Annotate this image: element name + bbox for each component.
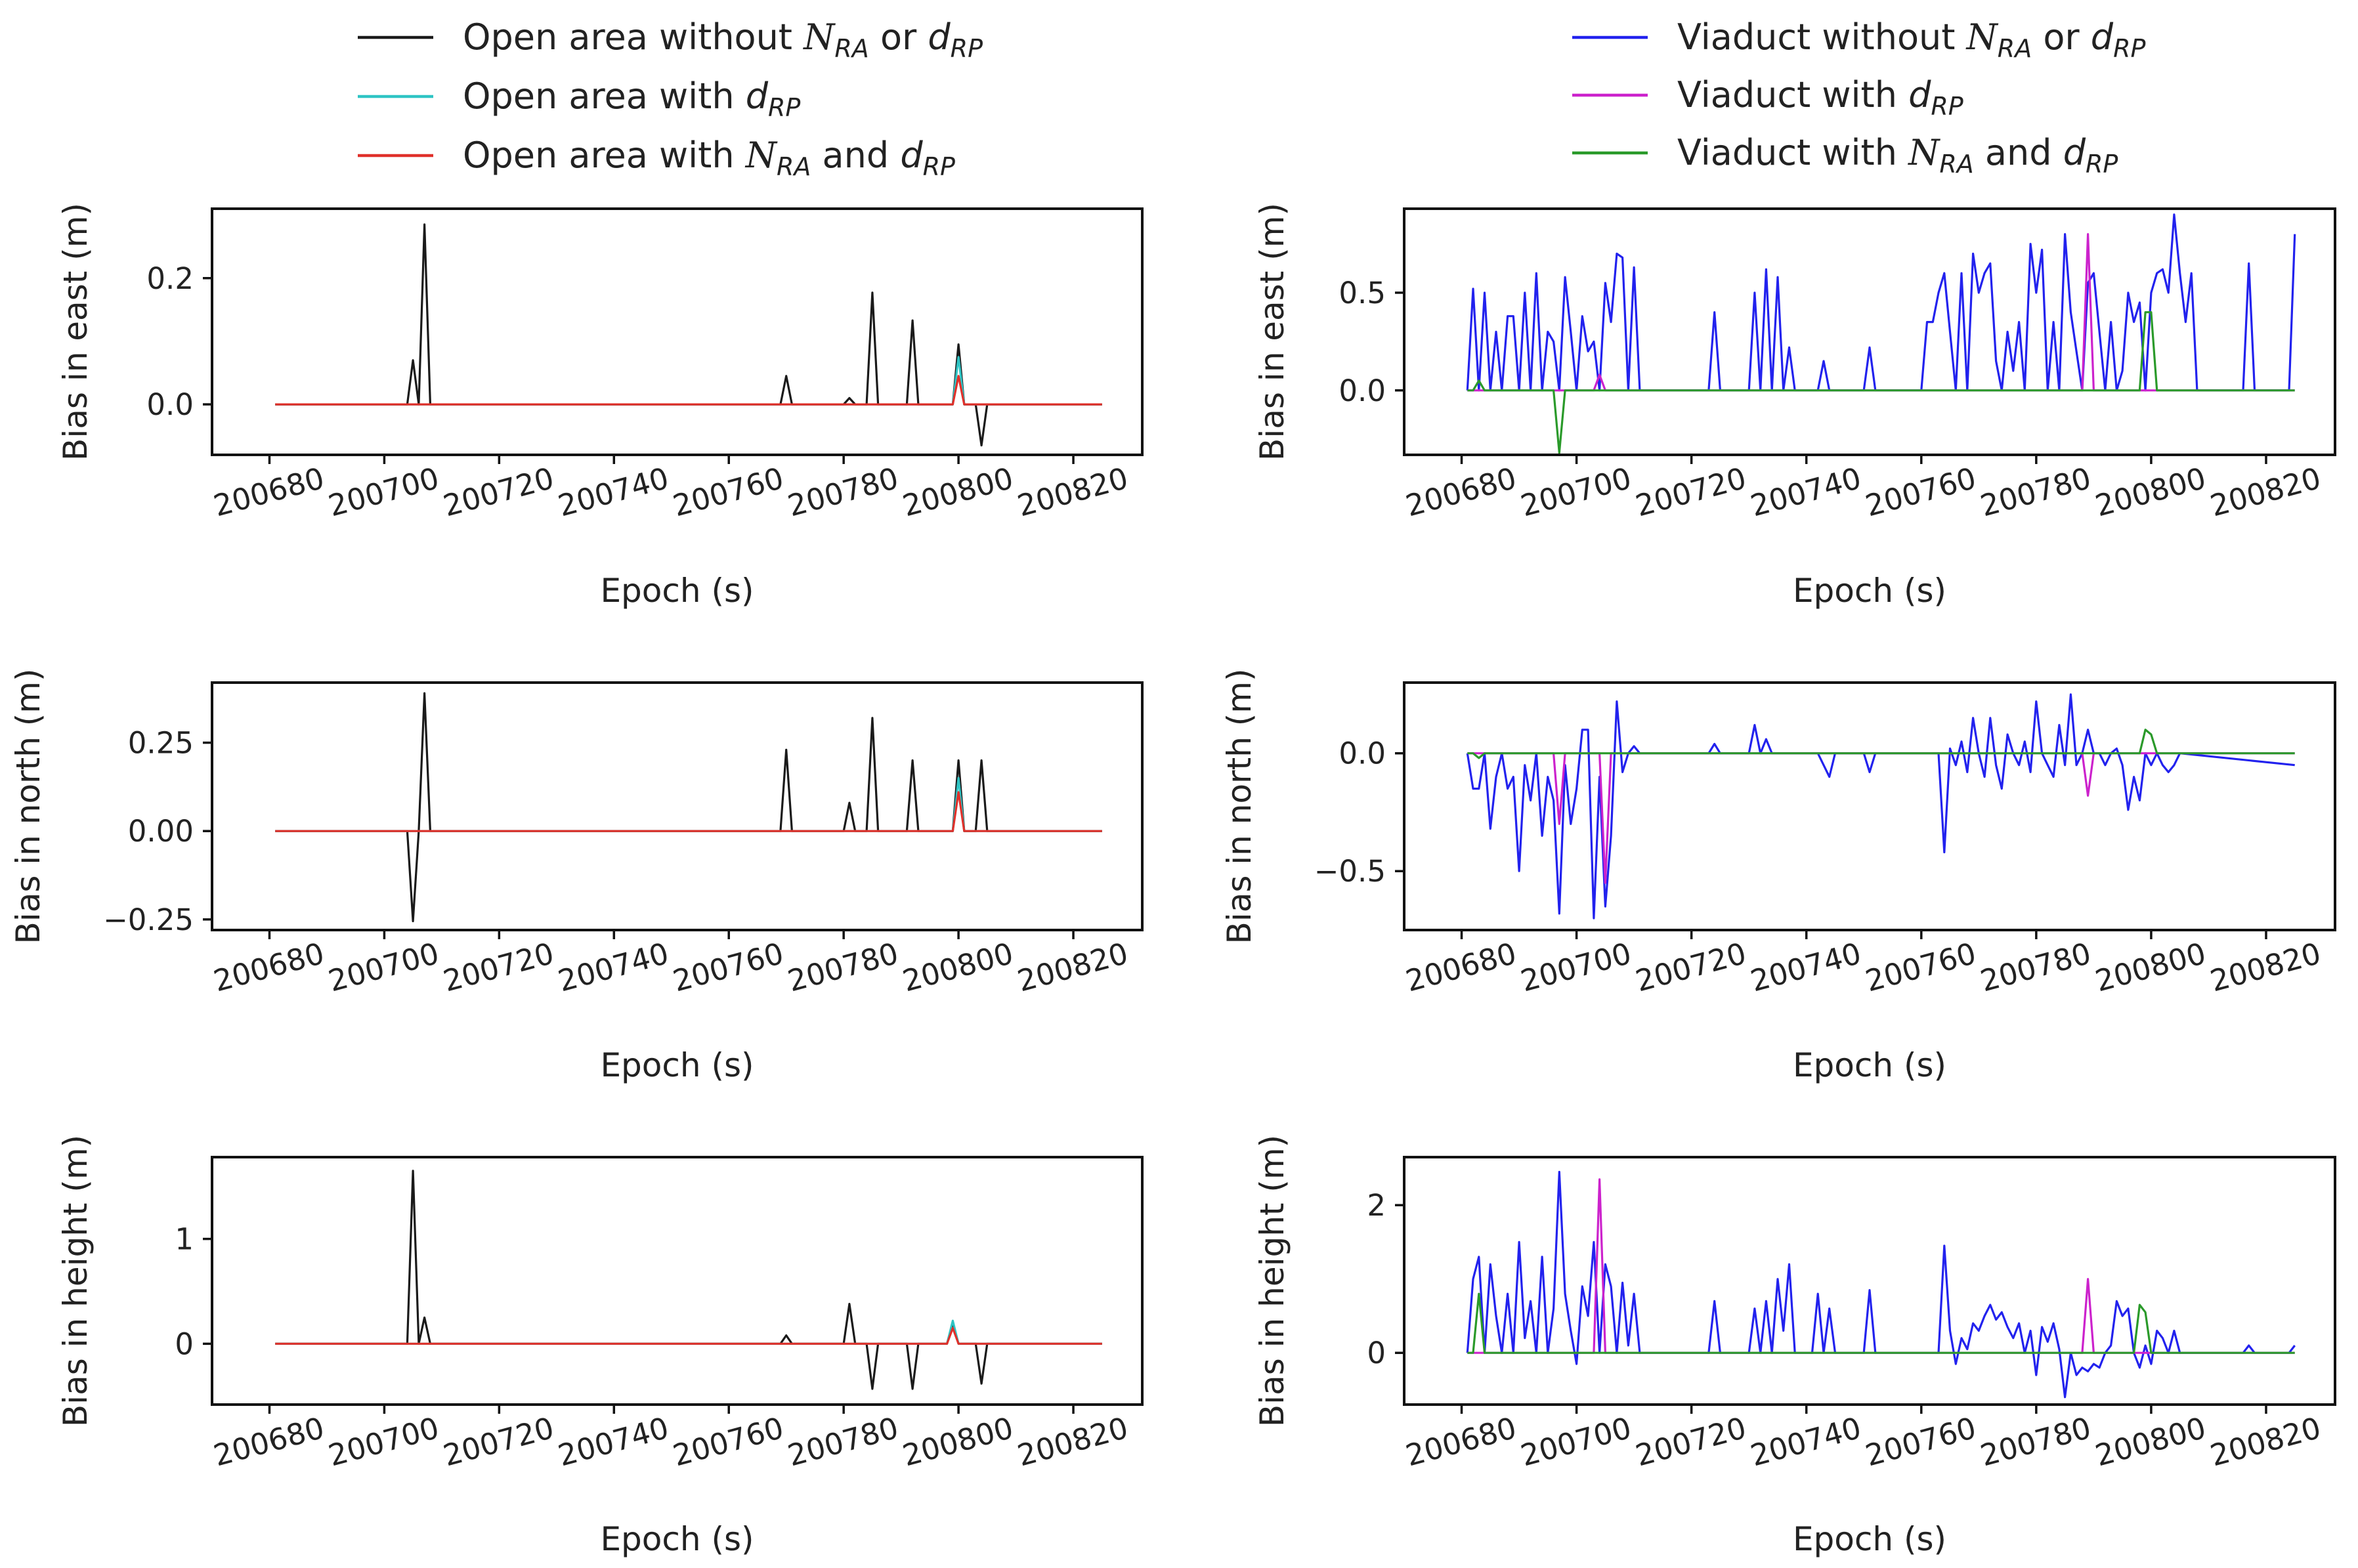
series-line-viaduct_with_both	[1467, 729, 2295, 759]
legend-item-viaduct_with_both: Viaduct with NRA and dRP	[1572, 132, 2118, 179]
y-tick-label: 0	[1367, 1336, 1386, 1370]
x-axis-title: Epoch (s)	[600, 1046, 754, 1084]
plot-frame	[1403, 681, 2336, 931]
series-line-viaduct_without	[1466, 693, 2295, 920]
series-line-viaduct_with_both	[1467, 1292, 2295, 1354]
series-group	[275, 692, 1102, 923]
y-tick-label: 0.0	[1339, 373, 1386, 408]
plot-frame	[1403, 1156, 2336, 1406]
y-axis-title: Bias in north (m)	[9, 669, 47, 944]
series-group	[275, 223, 1102, 447]
series-group	[275, 1170, 1102, 1390]
y-tick-label: 0.0	[146, 387, 194, 422]
x-axis-title: Epoch (s)	[600, 572, 754, 610]
series-line-open_with_both	[275, 791, 1102, 832]
legend-item-open_with_both: Open area with NRA and dRP	[358, 135, 955, 181]
y-axis-title: Bias in east (m)	[1253, 203, 1291, 461]
legend-right: Viaduct without NRA or dRP Viaduct with d…	[1572, 16, 2145, 179]
chart-viaduct-north: 2006802007002007202007402007602007802008…	[1220, 669, 2336, 1084]
legend-label-viaduct_with_both: Viaduct with NRA and dRP	[1677, 132, 2118, 179]
plot-frame	[211, 681, 1144, 931]
legend-item-viaduct_with_drp: Viaduct with dRP	[1572, 74, 1963, 121]
y-tick-label: −0.25	[103, 902, 194, 937]
plot-frame	[1403, 207, 2336, 456]
y-tick-label: 0.00	[128, 814, 194, 849]
x-axis-title: Epoch (s)	[1793, 1520, 1946, 1558]
y-tick-label: −0.5	[1314, 854, 1386, 889]
y-tick-label: 0.0	[1339, 736, 1386, 771]
series-line-viaduct_with_drp	[1467, 752, 2295, 884]
legend-label-open_with_both: Open area with NRA and dRP	[463, 135, 955, 181]
series-group	[1466, 1170, 2296, 1399]
series-line-viaduct_without	[1466, 213, 2296, 392]
series-line-open_with_both	[275, 1326, 1102, 1345]
series-line-viaduct_without	[1466, 1170, 2296, 1399]
series-line-open_with_both	[275, 375, 1102, 406]
y-tick-label: 0.2	[146, 261, 194, 296]
x-axis-title: Epoch (s)	[600, 1520, 754, 1558]
legend-label-viaduct_with_drp: Viaduct with dRP	[1677, 74, 1963, 121]
series-group	[1466, 213, 2296, 454]
legend-label-open_without: Open area without NRA or dRP	[463, 16, 983, 63]
y-tick-label: 2	[1367, 1188, 1386, 1223]
y-tick-label: 1	[175, 1222, 194, 1257]
series-line-viaduct_with_both	[1467, 311, 2295, 454]
series-group	[1466, 693, 2295, 920]
legend-label-viaduct_without: Viaduct without NRA or dRP	[1677, 16, 2145, 63]
y-axis-title: Bias in north (m)	[1220, 669, 1258, 944]
legend-item-open_with_drp: Open area with dRP	[358, 75, 800, 122]
x-axis-title: Epoch (s)	[1793, 572, 1946, 610]
y-tick-label: 0.25	[128, 726, 194, 761]
legend-label-open_with_drp: Open area with dRP	[463, 75, 800, 122]
x-axis-title: Epoch (s)	[1793, 1046, 1946, 1084]
plot-frame	[211, 207, 1144, 456]
y-tick-label: 0	[175, 1326, 194, 1361]
y-axis-title: Bias in height (m)	[1253, 1135, 1291, 1427]
legend-item-open_without: Open area without NRA or dRP	[358, 16, 983, 63]
legend-left: Open area without NRA or dRP Open area wi…	[358, 16, 983, 181]
plot-frame	[211, 1156, 1144, 1406]
y-axis-title: Bias in east (m)	[56, 203, 95, 461]
legend-item-viaduct_without: Viaduct without NRA or dRP	[1572, 16, 2145, 63]
y-tick-label: 0.5	[1339, 276, 1386, 310]
y-axis-title: Bias in height (m)	[56, 1135, 95, 1427]
